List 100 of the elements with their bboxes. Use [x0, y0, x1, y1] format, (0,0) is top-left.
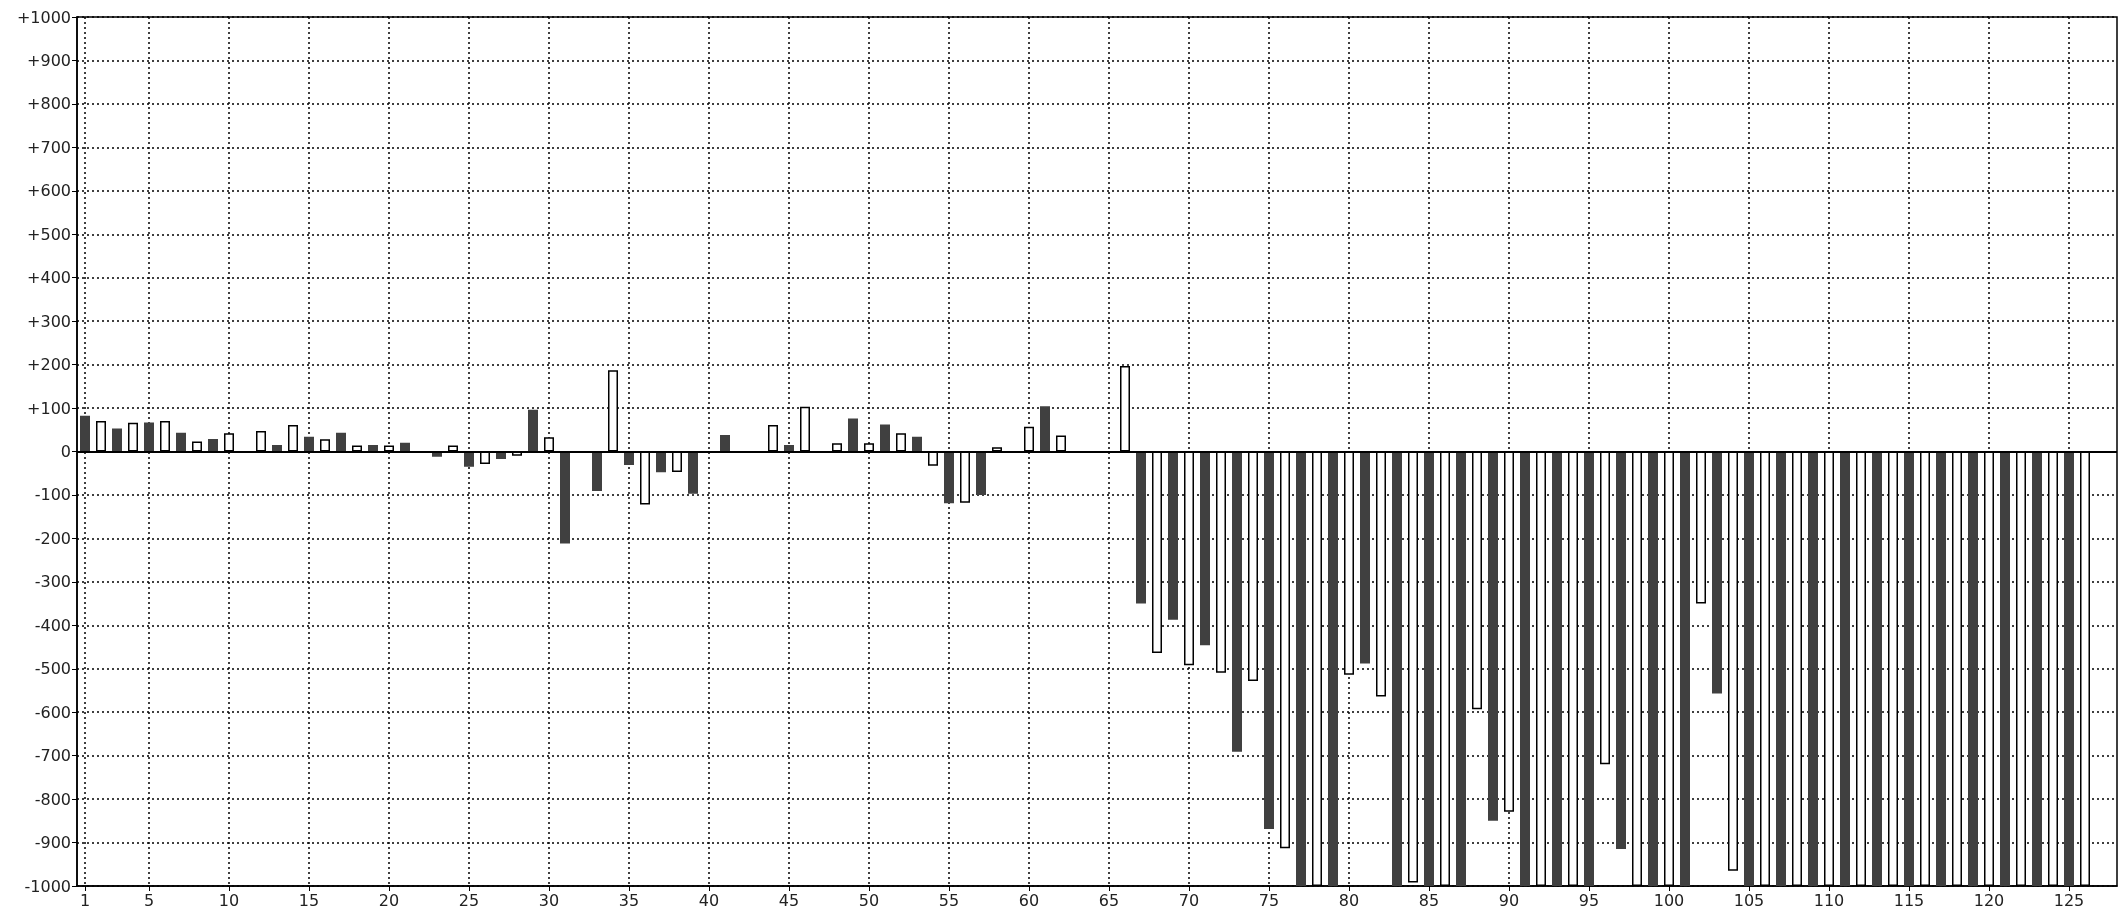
bar	[1584, 451, 1594, 886]
bar	[1488, 451, 1498, 821]
bar	[1872, 451, 1882, 886]
bar	[208, 438, 218, 452]
x-tick-label: 45	[778, 890, 800, 908]
bar	[144, 422, 154, 452]
x-tick-label: 80	[1338, 890, 1360, 908]
bar	[1264, 451, 1274, 830]
x-tick-label: 95	[1578, 890, 1600, 908]
bar	[1616, 451, 1626, 850]
bar	[1232, 451, 1242, 752]
bar	[1200, 451, 1210, 646]
x-tick-label: 115	[1893, 890, 1925, 908]
bar	[1360, 451, 1370, 664]
y-tick-label: -500	[34, 659, 71, 679]
bar	[1744, 451, 1754, 886]
bar	[272, 444, 282, 452]
bar	[1968, 451, 1978, 886]
y-tick-label: +200	[27, 355, 71, 375]
x-tick-label: 60	[1018, 890, 1040, 908]
bar	[1424, 451, 1434, 886]
x-tick-label: 120	[1973, 890, 2005, 908]
bar	[1840, 451, 1850, 886]
y-tick-label: -600	[34, 702, 71, 722]
y-tick-label: +500	[27, 224, 71, 244]
bar	[1712, 451, 1722, 694]
bar	[656, 451, 666, 473]
bar	[1808, 451, 1818, 886]
bar	[80, 415, 90, 452]
y-tick-label: -300	[34, 572, 71, 592]
x-tick-label: 5	[143, 890, 155, 908]
x-tick-label: 65	[1098, 890, 1120, 908]
bar	[368, 444, 378, 452]
x-tick-label: 25	[458, 890, 480, 908]
bar	[1680, 451, 1690, 886]
bar	[1328, 451, 1338, 886]
x-tick-label: 125	[2053, 890, 2085, 908]
bar	[1904, 451, 1914, 886]
y-tick-label: -800	[34, 789, 71, 809]
x-tick-label: 35	[618, 890, 640, 908]
bar	[720, 434, 730, 452]
bar	[464, 451, 474, 467]
y-tick-label: -1000	[24, 876, 71, 896]
x-tick-label: 40	[698, 890, 720, 908]
bar	[848, 418, 858, 452]
x-tick-label: 85	[1418, 890, 1440, 908]
bar	[1520, 451, 1530, 886]
bar	[1296, 451, 1306, 886]
x-tick-label: 100	[1653, 890, 1685, 908]
bar	[1392, 451, 1402, 886]
bar	[112, 428, 122, 452]
x-tick-label: 1	[79, 890, 91, 908]
bar	[560, 451, 570, 544]
y-tick-label: +100	[27, 398, 71, 418]
y-tick-label: +800	[27, 94, 71, 114]
x-tick-label: 30	[538, 890, 560, 908]
bar	[912, 436, 922, 452]
bar	[1456, 451, 1466, 886]
y-tick-label: +700	[27, 137, 71, 157]
bar	[2032, 451, 2042, 886]
bar	[784, 444, 794, 452]
bar	[1936, 451, 1946, 886]
bar	[1136, 451, 1146, 604]
x-tick-label: 10	[218, 890, 240, 908]
bar	[304, 436, 314, 452]
bar	[1648, 451, 1658, 886]
y-tick-label: +300	[27, 311, 71, 331]
y-tick-label: -900	[34, 833, 71, 853]
y-tick-label: +1000	[16, 7, 71, 27]
bar	[2000, 451, 2010, 886]
bar	[592, 451, 602, 492]
y-tick-label: +900	[27, 50, 71, 70]
x-tick-label: 20	[378, 890, 400, 908]
bar	[2064, 451, 2074, 886]
x-tick-label: 105	[1733, 890, 1765, 908]
x-tick-label: 90	[1498, 890, 1520, 908]
x-tick-label: 75	[1258, 890, 1280, 908]
x-tick-label: 50	[858, 890, 880, 908]
y-tick-label: -400	[34, 615, 71, 635]
y-tick-label: +600	[27, 181, 71, 201]
bar	[624, 451, 634, 465]
y-tick-label: 0	[60, 442, 71, 461]
bar	[528, 409, 538, 452]
bar	[880, 424, 890, 452]
bar	[944, 451, 954, 504]
bar	[1552, 451, 1562, 886]
x-tick-label: 15	[298, 890, 320, 908]
bar	[1776, 451, 1786, 886]
y-tick-label: +400	[27, 268, 71, 288]
y-tick-label: -200	[34, 528, 71, 548]
bar	[336, 432, 346, 452]
bar	[976, 451, 986, 495]
x-tick-label: 110	[1813, 890, 1845, 908]
y-tick-label: -100	[34, 485, 71, 505]
y-tick-label: -700	[34, 746, 71, 766]
bar	[1168, 451, 1178, 620]
x-tick-label: 70	[1178, 890, 1200, 908]
bar	[176, 432, 186, 452]
bar	[688, 451, 698, 494]
bar	[400, 442, 410, 452]
